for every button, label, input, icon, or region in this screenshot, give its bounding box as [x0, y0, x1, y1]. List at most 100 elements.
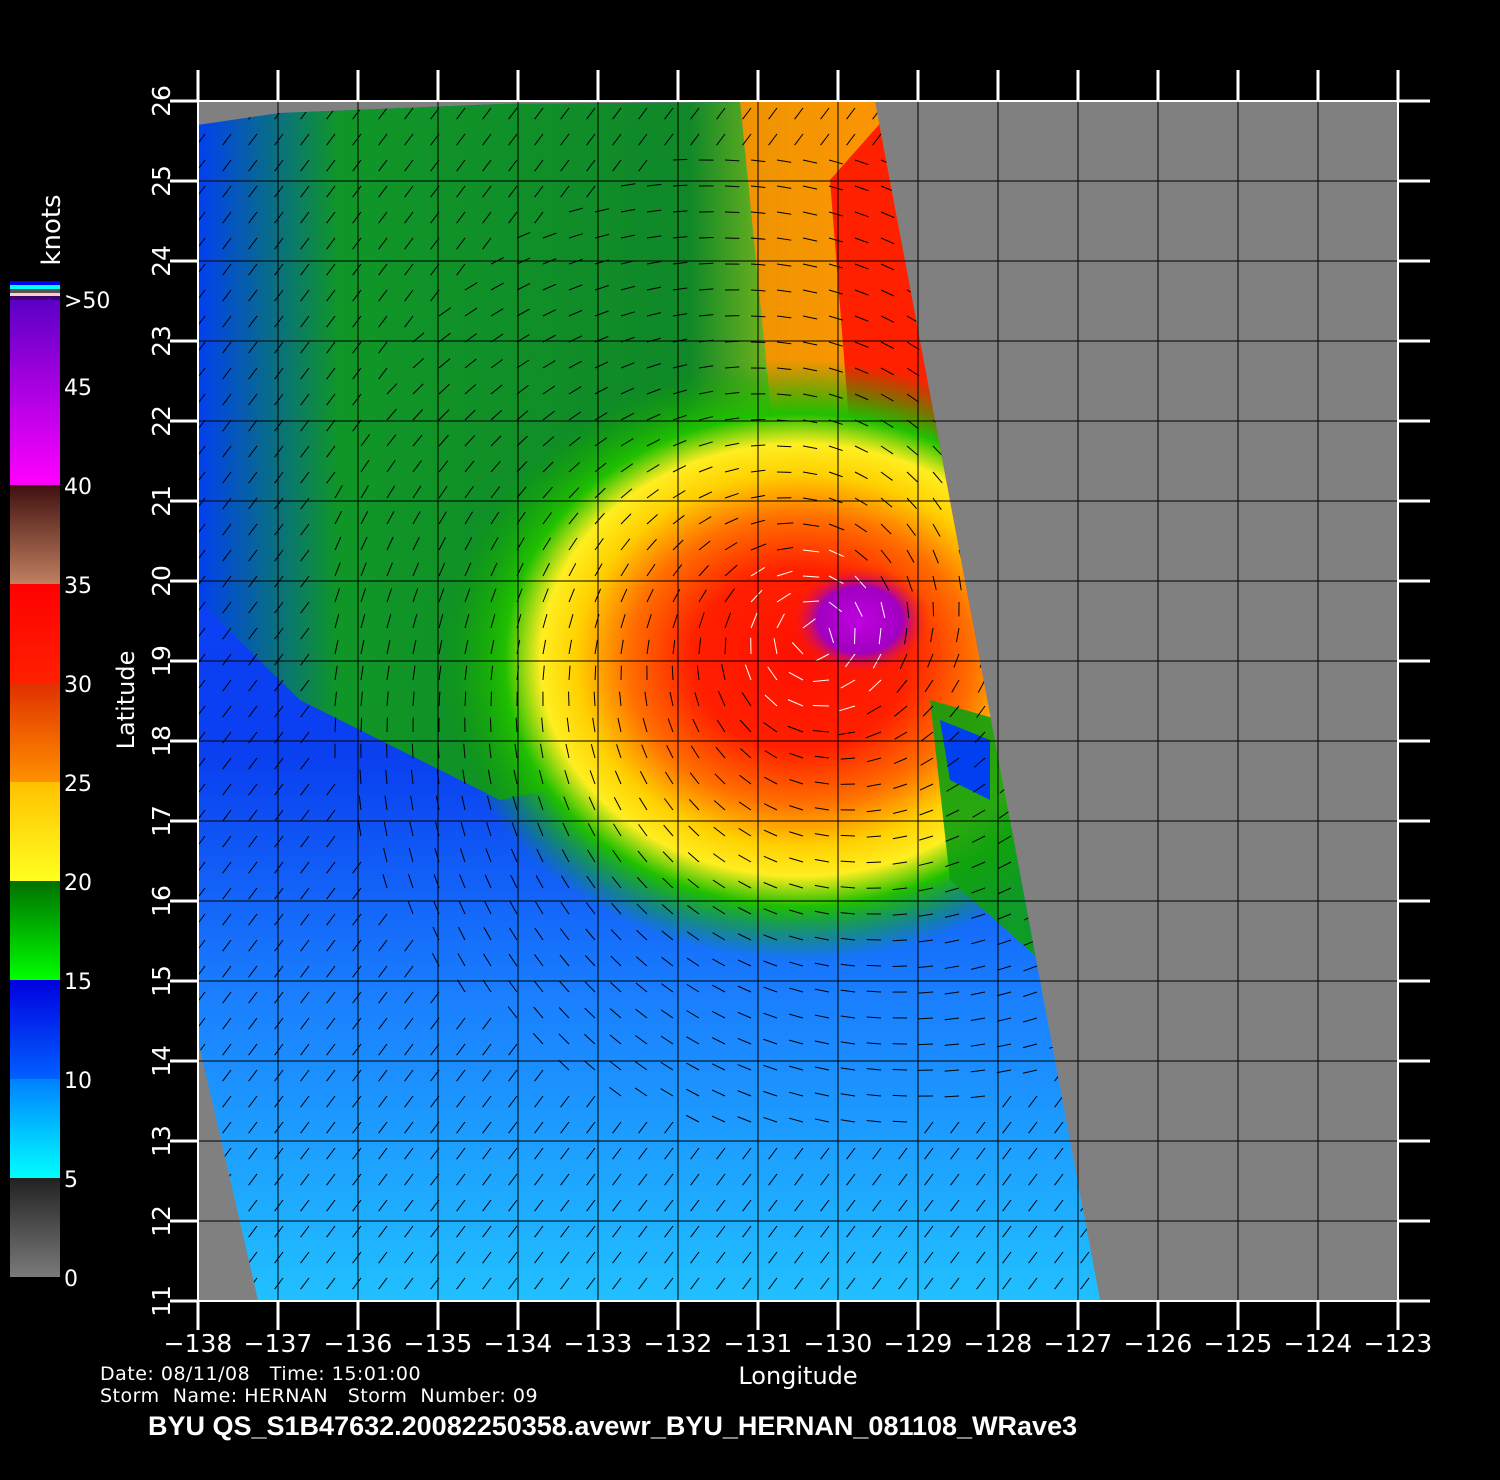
- wind-barb: [950, 1277, 960, 1290]
- wind-barb: [222, 185, 232, 198]
- wind-barb: [1054, 1199, 1064, 1212]
- wind-barb: [854, 601, 863, 617]
- wind-barb: [541, 717, 544, 733]
- wind-barb: [944, 991, 960, 995]
- wind-barb: [669, 691, 674, 707]
- wind-barb: [222, 1121, 232, 1134]
- wind-barb: [352, 419, 362, 432]
- wind-barb: [828, 263, 843, 269]
- wind-barb: [300, 289, 310, 302]
- wind-barb: [326, 1069, 336, 1082]
- wind-barb: [660, 1061, 674, 1071]
- x-tick-label: −123: [1364, 1329, 1433, 1358]
- wind-barb: [685, 1114, 700, 1123]
- colorbar-tick-label: 40: [64, 475, 92, 500]
- wind-barb: [482, 1251, 492, 1264]
- wind-barb: [590, 743, 596, 759]
- wind-barb: [828, 393, 843, 399]
- wind-barb: [918, 965, 934, 968]
- wind-barb: [763, 1090, 778, 1097]
- wind-barb: [1028, 1199, 1038, 1212]
- wind-barb: [672, 614, 678, 629]
- wind-barb: [404, 939, 414, 952]
- wind-barb: [516, 283, 531, 291]
- wind-barb: [812, 704, 830, 707]
- wind-barb: [716, 133, 726, 146]
- wind-barb: [411, 743, 414, 759]
- wind-barb: [334, 588, 340, 603]
- wind-barb: [672, 364, 688, 369]
- wind-barb: [854, 263, 869, 270]
- wind-barb: [698, 491, 713, 499]
- wind-barb: [542, 436, 555, 447]
- colorbar-tick-label: 25: [64, 772, 92, 797]
- wind-barb: [559, 980, 570, 993]
- wind-barb: [906, 549, 915, 563]
- wind-barb: [794, 107, 804, 120]
- wind-barb: [970, 1069, 986, 1073]
- wind-barb: [715, 746, 726, 759]
- wind-barb: [326, 1251, 336, 1264]
- wind-barb: [996, 1017, 1012, 1022]
- wind-barb: [456, 1277, 466, 1290]
- wind-barb: [922, 705, 934, 717]
- wind-barb: [464, 307, 478, 317]
- wind-barb: [1023, 991, 1038, 997]
- wind-barb: [828, 367, 843, 373]
- wind-barb: [404, 1121, 414, 1134]
- wind-barb: [248, 445, 258, 458]
- wind-barb: [698, 314, 714, 317]
- wind-barb: [906, 393, 920, 403]
- wind-barb: [744, 664, 752, 681]
- wind-barb: [672, 236, 688, 239]
- wind-barb: [690, 1251, 700, 1264]
- wind-barb: [866, 705, 882, 715]
- wind-barb: [248, 1225, 258, 1238]
- wind-barb: [612, 159, 622, 172]
- wind-barb: [846, 133, 856, 146]
- wind-barb: [638, 1251, 648, 1264]
- wind-barb: [512, 796, 518, 811]
- wind-barb: [636, 877, 648, 889]
- wind-barb: [739, 719, 752, 733]
- wind-barb: [532, 1033, 544, 1045]
- wind-barb: [663, 798, 674, 811]
- wind-barb: [802, 159, 818, 164]
- wind-barb: [352, 289, 362, 302]
- wind-barb: [248, 133, 258, 146]
- wind-barb: [692, 718, 700, 733]
- wind-barb: [248, 887, 258, 900]
- wind-barb: [612, 1173, 622, 1186]
- x-axis-label: Longitude: [738, 1362, 857, 1390]
- wind-barb: [300, 1147, 310, 1160]
- wind-barb: [352, 861, 362, 874]
- wind-barb: [716, 1225, 726, 1238]
- wind-barb: [410, 769, 414, 785]
- wind-barb: [776, 613, 785, 629]
- wind-barb: [360, 691, 363, 707]
- wind-barb: [300, 575, 310, 588]
- wind-barb: [568, 665, 571, 681]
- y-tick-label: 13: [147, 1125, 176, 1157]
- wind-barb: [880, 549, 892, 564]
- wind-barb: [594, 386, 608, 395]
- wind-barb: [568, 512, 579, 525]
- wind-barb: [534, 954, 544, 967]
- wind-barb: [378, 133, 388, 146]
- wind-barb: [352, 1095, 362, 1108]
- wind-barb: [490, 562, 498, 577]
- wind-barb: [1080, 1251, 1090, 1264]
- wind-barb: [828, 185, 843, 191]
- wind-barb: [944, 965, 960, 969]
- wind-barb: [560, 1277, 570, 1290]
- wind-barb: [456, 237, 466, 250]
- wind-barb: [222, 289, 232, 302]
- wind-barb: [944, 913, 960, 918]
- wind-barb: [378, 939, 388, 952]
- wind-barb: [300, 1277, 310, 1290]
- wind-barb: [814, 910, 830, 915]
- wind-barb: [712, 932, 726, 941]
- wind-barb: [737, 1011, 752, 1019]
- wind-barb: [698, 637, 702, 655]
- wind-barb: [222, 367, 232, 380]
